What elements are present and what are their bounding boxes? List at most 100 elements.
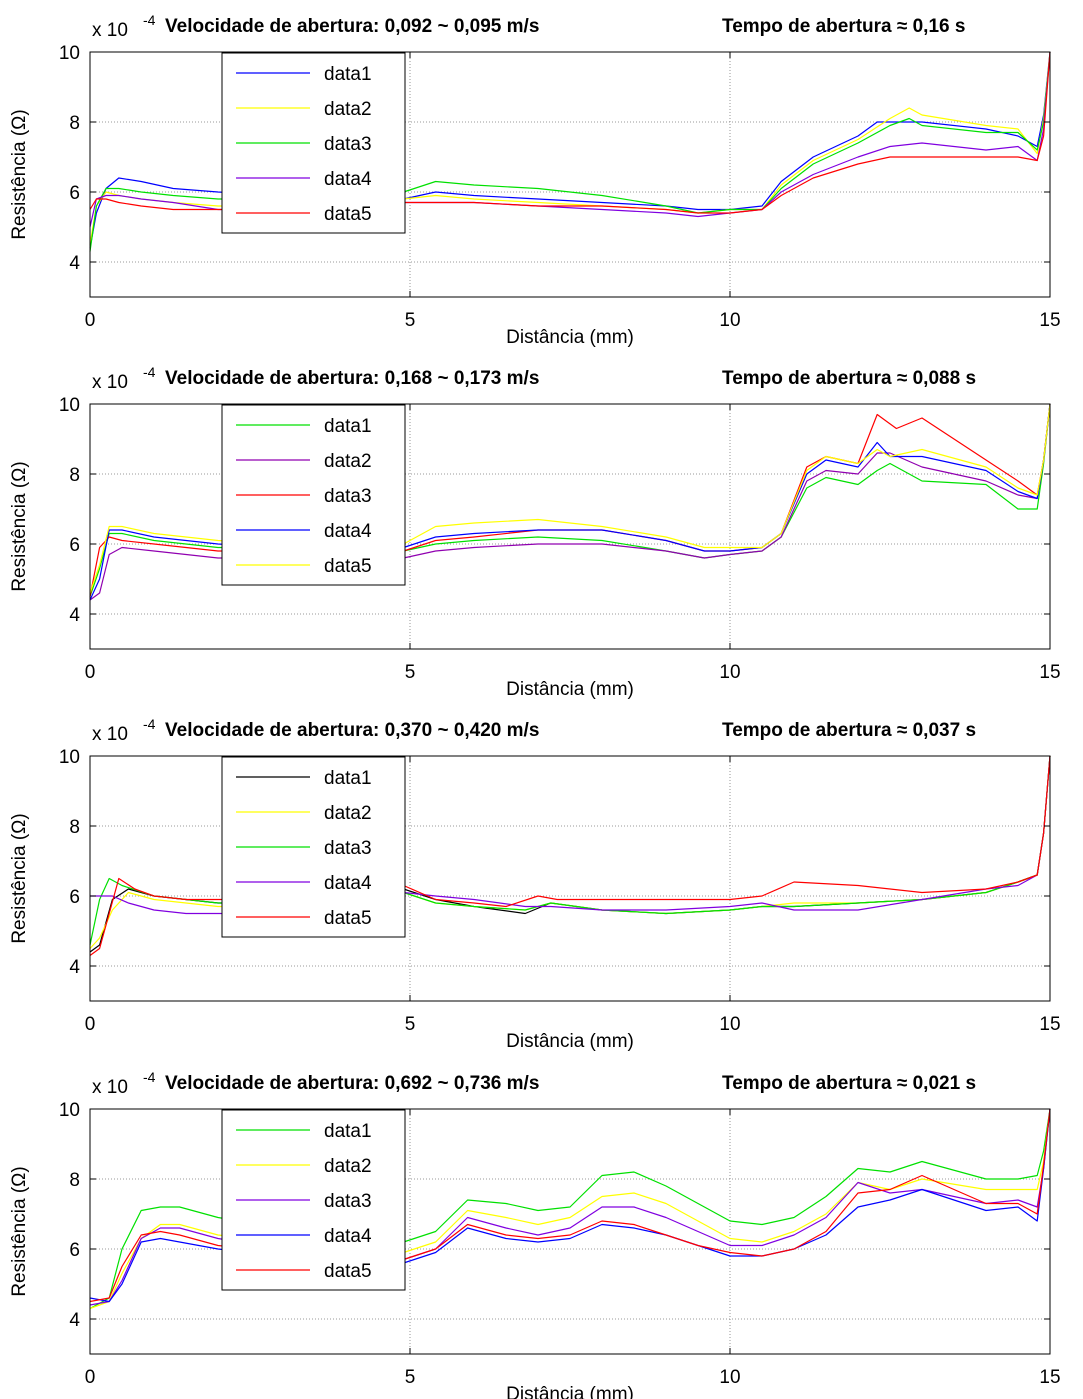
x-tick-label: 15	[1039, 310, 1060, 331]
x-tick-label: 10	[719, 662, 740, 683]
title-velocity: Velocidade de abertura: 0,092 ~ 0,095 m/…	[165, 16, 539, 37]
y-tick-label: 8	[69, 1170, 80, 1191]
x-axis-label: Distância (mm)	[506, 327, 634, 348]
chart-panel-3: 0 5 10 15 4 6 8 10 Distância (mm) Resistência (Ω)…	[9, 716, 1061, 1052]
multiplier-exponent: -4	[143, 1069, 156, 1085]
series-line-data5	[89, 51, 1051, 214]
x-axis-label: Distância (mm)	[506, 679, 634, 700]
legend-label-data1: data1	[324, 1121, 372, 1142]
chart-panel-4: 0 5 10 15 4 6 8 10 Distância (mm) Resistência (Ω)…	[9, 1069, 1061, 1399]
axes-frame	[89, 755, 1051, 1002]
x-tick-label: 10	[719, 310, 740, 331]
y-tick-label: 6	[69, 887, 80, 908]
legend-label-data5: data5	[324, 908, 372, 929]
x-tick-label: 0	[85, 310, 96, 331]
legend-label-data1: data1	[324, 64, 372, 85]
y-tick-label: 6	[69, 1240, 80, 1261]
series-line-data1	[89, 1108, 1051, 1310]
axis-multiplier: x 10 -4	[92, 716, 156, 745]
y-axis-label: Resistência (Ω)	[9, 109, 30, 239]
axes-frame	[89, 51, 1051, 298]
legend: data1 data2 data3 data4 data5	[221, 52, 406, 234]
x-tick-label: 15	[1039, 1367, 1060, 1388]
legend-label-data3: data3	[324, 134, 372, 155]
legend-label-data4: data4	[324, 521, 372, 542]
y-axis-label: Resistência (Ω)	[9, 1166, 30, 1296]
series-line-data5	[89, 403, 1051, 594]
series-line-data4	[89, 51, 1051, 228]
y-tick-label: 10	[59, 395, 80, 416]
chart-panel-2: 0 5 10 15 4 6 8 10 Distância (mm) Resistência (Ω)…	[9, 364, 1061, 700]
axis-multiplier: x 10 -4	[92, 364, 156, 393]
x-tick-label: 0	[85, 1367, 96, 1388]
multiplier-base: x 10	[92, 20, 128, 41]
y-tick-label: 8	[69, 817, 80, 838]
y-tick-label: 6	[69, 535, 80, 556]
x-tick-label: 15	[1039, 662, 1060, 683]
y-tick-label: 10	[59, 1100, 80, 1121]
legend-label-data2: data2	[324, 803, 372, 824]
legend-label-data3: data3	[324, 486, 372, 507]
y-tick-label: 4	[69, 253, 80, 274]
series-line-data4	[89, 403, 1051, 601]
title-time: Tempo de abertura ≈ 0,16 s	[722, 16, 965, 37]
title-velocity: Velocidade de abertura: 0,692 ~ 0,736 m/…	[165, 1073, 539, 1094]
series-line-data2	[89, 403, 1051, 601]
axes-frame	[89, 1108, 1051, 1355]
series-line-data2	[89, 1108, 1051, 1310]
legend-label-data5: data5	[324, 556, 372, 577]
chart-panel-1: 0 5 10 15 4 6 8 10 Distância (mm) Resistência (Ω)…	[9, 12, 1061, 348]
title-time: Tempo de abertura ≈ 0,021 s	[722, 1073, 976, 1094]
x-tick-label: 5	[405, 662, 416, 683]
multiplier-exponent: -4	[143, 716, 156, 732]
y-tick-label: 10	[59, 747, 80, 768]
y-tick-label: 10	[59, 43, 80, 64]
axis-multiplier: x 10 -4	[92, 12, 156, 41]
x-tick-label: 15	[1039, 1014, 1060, 1035]
legend-label-data1: data1	[324, 768, 372, 789]
legend-label-data3: data3	[324, 1191, 372, 1212]
axes-frame	[89, 403, 1051, 650]
y-axis-label: Resistência (Ω)	[9, 461, 30, 591]
multiplier-exponent: -4	[143, 364, 156, 380]
series-line-data5	[89, 1108, 1051, 1303]
y-axis-label: Resistência (Ω)	[9, 813, 30, 943]
legend: data1 data2 data3 data4 data5	[221, 756, 406, 938]
legend-label-data4: data4	[324, 1226, 372, 1247]
legend-label-data3: data3	[324, 838, 372, 859]
x-tick-label: 5	[405, 1367, 416, 1388]
title-velocity: Velocidade de abertura: 0,370 ~ 0,420 m/…	[165, 720, 539, 741]
legend-label-data2: data2	[324, 99, 372, 120]
axis-multiplier: x 10 -4	[92, 1069, 156, 1098]
y-tick-label: 8	[69, 465, 80, 486]
legend-label-data5: data5	[324, 204, 372, 225]
legend-label-data2: data2	[324, 1156, 372, 1177]
series-line-data3	[89, 51, 1051, 252]
y-tick-label: 4	[69, 1310, 80, 1331]
multiplier-base: x 10	[92, 1077, 128, 1098]
legend-label-data2: data2	[324, 451, 372, 472]
title-velocity: Velocidade de abertura: 0,168 ~ 0,173 m/…	[165, 368, 539, 389]
x-tick-label: 0	[85, 662, 96, 683]
legend-label-data1: data1	[324, 416, 372, 437]
y-tick-label: 4	[69, 957, 80, 978]
title-time: Tempo de abertura ≈ 0,088 s	[722, 368, 976, 389]
title-time: Tempo de abertura ≈ 0,037 s	[722, 720, 976, 741]
y-tick-label: 6	[69, 183, 80, 204]
x-tick-label: 5	[405, 1014, 416, 1035]
legend-label-data4: data4	[324, 873, 372, 894]
legend: data1 data2 data3 data4 data5	[221, 404, 406, 586]
multiplier-base: x 10	[92, 372, 128, 393]
series-line-data5	[89, 755, 1051, 956]
x-tick-label: 0	[85, 1014, 96, 1035]
x-tick-label: 10	[719, 1014, 740, 1035]
multiplier-base: x 10	[92, 724, 128, 745]
series-line-data4	[89, 1108, 1051, 1303]
legend-label-data4: data4	[324, 169, 372, 190]
y-tick-label: 4	[69, 605, 80, 626]
y-tick-label: 8	[69, 113, 80, 134]
x-axis-label: Distância (mm)	[506, 1031, 634, 1052]
x-tick-label: 10	[719, 1367, 740, 1388]
legend: data1 data2 data3 data4 data5	[221, 1109, 406, 1291]
